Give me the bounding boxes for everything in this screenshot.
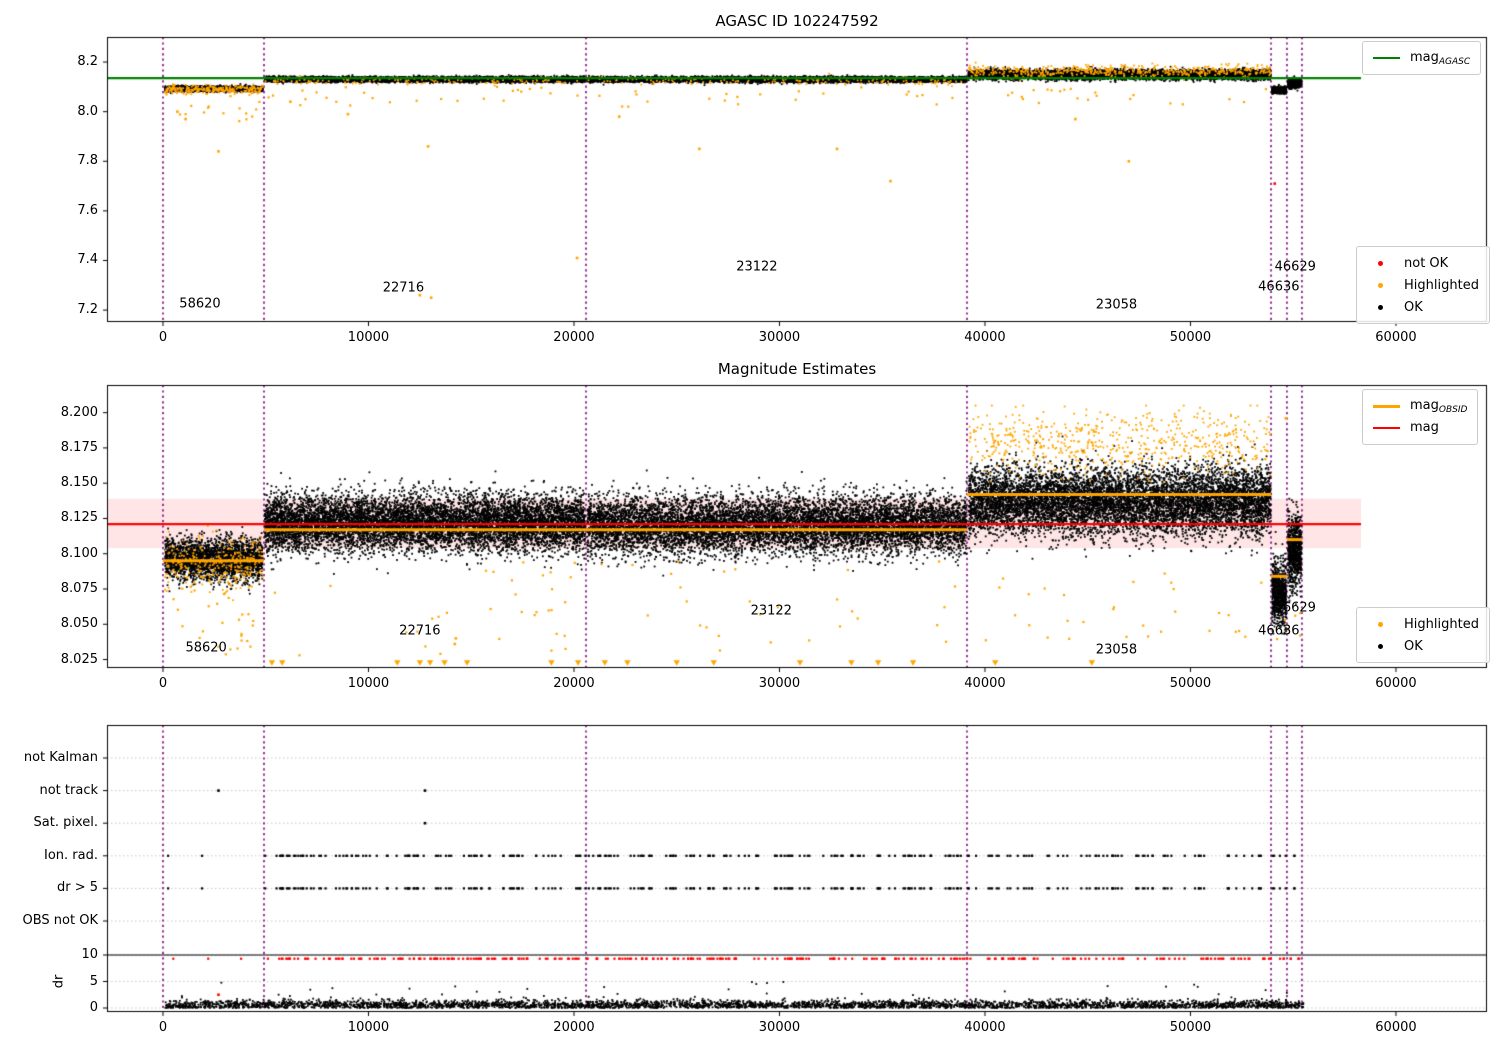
- x-tick-label: 40000: [964, 676, 1006, 691]
- middle-plot-title: Magnitude Estimates: [717, 360, 877, 378]
- middle-plot-canvas: [97, 375, 1497, 678]
- x-tick-label: 0: [158, 676, 168, 691]
- y-tick-label: 8.175: [60, 439, 98, 455]
- category-label: Sat. pixel.: [33, 815, 98, 831]
- y-tick-label: 8.025: [60, 651, 98, 667]
- x-tick-label: 20000: [553, 676, 595, 691]
- x-tick-label: 20000: [553, 1020, 595, 1035]
- obsid-annotation: 23122: [750, 603, 792, 619]
- obsid-annotation: 46629: [1274, 600, 1316, 616]
- obsid-annotation: 23122: [736, 259, 778, 275]
- x-tick-label: 60000: [1375, 1020, 1417, 1035]
- dr-tick-label: 5: [89, 973, 98, 989]
- x-tick-label: 0: [158, 1020, 168, 1035]
- y-tick-label: 7.4: [77, 252, 98, 268]
- obsid-annotation: 58620: [185, 640, 227, 656]
- y-tick-label: 8.075: [60, 580, 98, 596]
- legend-point-classes-middle: Highlighted OK: [1356, 607, 1490, 663]
- x-tick-label: 0: [158, 330, 168, 345]
- legend-label-mag-agasc: magAGASC: [1410, 49, 1471, 67]
- obsid-annotation: 23058: [1095, 297, 1138, 313]
- y-tick-label: 8.050: [60, 616, 98, 632]
- legend-label-ok-mid: OK: [1404, 638, 1423, 654]
- x-tick-label: 10000: [347, 330, 390, 345]
- x-tick-label: 50000: [1169, 330, 1212, 345]
- category-label: not track: [39, 782, 98, 798]
- category-label: not Kalman: [23, 750, 98, 765]
- legend-label-mag: mag: [1410, 419, 1439, 435]
- x-tick-label: 40000: [964, 1020, 1006, 1035]
- obsid-annotation: 23058: [1095, 642, 1138, 658]
- legend-item-mag: mag: [1373, 417, 1467, 439]
- x-tick-label: 50000: [1169, 676, 1212, 691]
- dr-axis-label: dr: [51, 974, 67, 988]
- x-tick-label: 30000: [758, 330, 801, 345]
- x-tick-label: 30000: [758, 1020, 801, 1035]
- y-tick-label: 8.2: [77, 54, 98, 70]
- legend-item-not-ok: not OK: [1367, 252, 1479, 274]
- dr-tick-label: 0: [89, 1000, 98, 1015]
- green-line-swatch: [1373, 57, 1400, 59]
- category-label: Ion. rad.: [44, 847, 98, 863]
- obsid-annotation: 46636: [1258, 623, 1300, 639]
- orange-line-swatch: [1373, 404, 1400, 408]
- x-tick-label: 10000: [347, 676, 390, 691]
- category-label: dr > 5: [56, 880, 98, 896]
- legend-item-mag-obsid: magOBSID: [1373, 395, 1467, 417]
- x-tick-label: 20000: [553, 330, 595, 345]
- y-tick-label: 8.200: [60, 404, 98, 420]
- orange-dot-swatch: [1367, 621, 1394, 627]
- legend-label-not-ok: not OK: [1404, 255, 1449, 271]
- black-dot-swatch: [1367, 643, 1394, 649]
- red-dot-swatch: [1367, 260, 1394, 266]
- black-dot-swatch: [1367, 304, 1394, 310]
- legend-item-ok: OK: [1367, 296, 1479, 318]
- obsid-annotation: 46636: [1258, 279, 1300, 295]
- obsid-annotation: 58620: [179, 296, 221, 312]
- top-plot-title: AGASC ID 102247592: [715, 12, 879, 30]
- legend-item-mag-agasc: magAGASC: [1373, 47, 1470, 69]
- top-plot-canvas: [97, 27, 1497, 332]
- red-line-swatch: [1373, 427, 1400, 429]
- legend-item-ok-mid: OK: [1367, 635, 1479, 657]
- x-tick-label: 30000: [758, 676, 801, 691]
- legend-mag-agasc: magAGASC: [1362, 41, 1482, 75]
- legend-label-highlighted-mid: Highlighted: [1404, 616, 1479, 632]
- legend-point-classes-top: not OK Highlighted OK: [1356, 246, 1490, 324]
- legend-label-ok: OK: [1404, 299, 1423, 315]
- orange-dot-swatch: [1367, 282, 1394, 288]
- obsid-annotation: 22716: [382, 280, 425, 296]
- category-label: OBS not OK: [22, 913, 99, 928]
- y-tick-label: 7.6: [77, 202, 98, 218]
- legend-label-mag-obsid: magOBSID: [1410, 397, 1468, 415]
- obsid-annotation: 46629: [1274, 259, 1316, 275]
- y-tick-label: 7.8: [77, 153, 98, 169]
- y-tick-label: 8.100: [60, 545, 98, 561]
- obsid-annotation: 22716: [399, 623, 441, 639]
- x-tick-label: 10000: [347, 1020, 390, 1035]
- x-tick-label: 40000: [964, 330, 1006, 345]
- y-tick-label: 8.125: [60, 510, 98, 526]
- legend-mag-lines: magOBSID mag: [1362, 389, 1479, 445]
- y-tick-label: 8.150: [60, 475, 98, 491]
- legend-item-highlighted: Highlighted: [1367, 274, 1479, 296]
- x-tick-label: 60000: [1375, 330, 1417, 345]
- x-tick-label: 60000: [1375, 676, 1417, 691]
- legend-item-highlighted-mid: Highlighted: [1367, 613, 1479, 635]
- bottom-plot-canvas: [97, 715, 1497, 1022]
- x-tick-label: 50000: [1169, 1020, 1212, 1035]
- dr-tick-label: 10: [81, 947, 98, 962]
- y-tick-label: 7.2: [77, 302, 98, 318]
- legend-label-highlighted: Highlighted: [1404, 277, 1479, 293]
- y-tick-label: 8.0: [77, 103, 98, 119]
